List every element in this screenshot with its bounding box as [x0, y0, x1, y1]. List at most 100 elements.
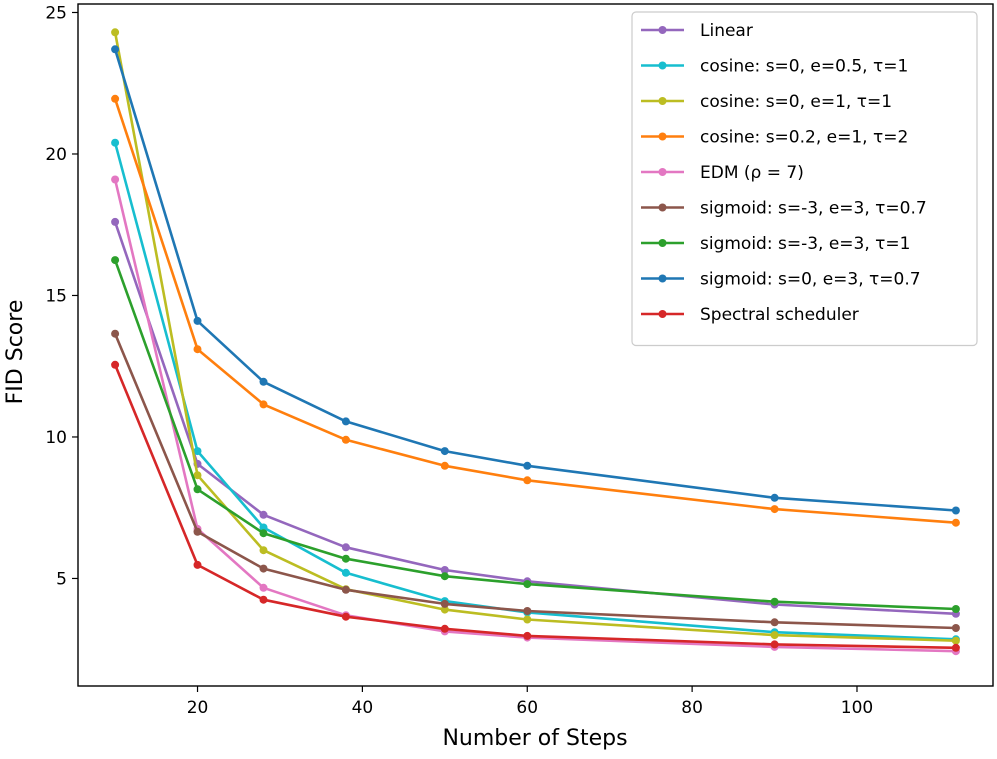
x-tick-label: 40 — [352, 698, 374, 718]
data-point — [341, 554, 350, 563]
series-lines — [111, 28, 960, 656]
legend-entry: sigmoid: s=-3, e=3, τ=1 — [641, 234, 910, 254]
series-5 — [111, 329, 960, 632]
legend-box — [631, 11, 978, 347]
series-line — [113, 364, 956, 650]
data-point — [193, 345, 202, 354]
plot-frame — [77, 3, 994, 687]
data-point — [440, 566, 449, 574]
data-point — [951, 518, 960, 527]
data-point — [440, 447, 449, 456]
legend-marker — [658, 168, 667, 176]
y-tick-label: 25 — [45, 3, 67, 23]
series-7 — [111, 45, 960, 515]
data-point — [440, 572, 449, 581]
data-point — [111, 256, 120, 265]
data-point — [440, 624, 449, 633]
data-point — [193, 485, 202, 494]
data-point — [341, 612, 350, 621]
legend: Linear cosine: s=0, e=0.5, τ=1 cosine: s=0… — [631, 11, 978, 347]
data-point — [111, 45, 120, 54]
data-point — [523, 631, 532, 640]
x-tick-label: 100 — [841, 698, 873, 718]
data-point — [111, 329, 120, 338]
data-point — [111, 175, 120, 184]
legend-label: cosine: s=0, e=1, τ=1 — [700, 92, 892, 112]
data-point — [193, 471, 202, 480]
legend-entry: sigmoid: s=-3, e=3, τ=0.7 — [641, 199, 927, 219]
data-point — [259, 583, 268, 592]
series-line — [113, 48, 956, 512]
legend-label: sigmoid: s=-3, e=3, τ=0.7 — [700, 199, 927, 219]
legend-label: cosine: s=0.2, e=1, τ=2 — [700, 128, 908, 148]
legend-label: Spectral scheduler — [700, 305, 859, 325]
series-3 — [111, 94, 960, 527]
data-point — [259, 377, 268, 386]
data-point — [770, 505, 779, 514]
data-point — [770, 618, 779, 627]
legend-entry: EDM (ρ = 7) — [641, 163, 804, 183]
data-point — [440, 605, 449, 614]
legend-marker — [658, 274, 667, 283]
legend-entry: cosine: s=0, e=0.5, τ=1 — [641, 57, 908, 77]
x-axis-label: Number of Steps — [442, 726, 627, 751]
series-line — [113, 142, 956, 641]
data-point — [523, 476, 532, 485]
legend-marker — [658, 203, 667, 212]
legend-entry: Spectral scheduler — [641, 305, 859, 325]
legend-entry: cosine: s=0.2, e=1, τ=2 — [641, 128, 908, 148]
y-tick-label: 20 — [45, 145, 67, 165]
data-point — [193, 447, 202, 456]
data-point — [523, 607, 532, 615]
data-point — [440, 599, 449, 608]
x-tick-label: 20 — [187, 698, 209, 718]
x-tick-label: 60 — [516, 698, 538, 718]
data-point — [341, 543, 350, 552]
data-point — [951, 605, 960, 613]
data-point — [951, 506, 960, 515]
series-line — [113, 98, 956, 524]
legend-label: cosine: s=0, e=0.5, τ=1 — [700, 57, 908, 77]
data-point — [770, 640, 779, 649]
data-point — [341, 417, 350, 426]
legend-label: sigmoid: s=0, e=3, τ=0.7 — [700, 270, 921, 290]
legend-entry: sigmoid: s=0, e=3, τ=0.7 — [641, 270, 921, 290]
data-point — [259, 510, 268, 519]
legend-label: Linear — [700, 21, 753, 41]
series-8 — [111, 360, 960, 652]
y-axis-label: FID Score — [3, 300, 28, 405]
data-point — [440, 461, 449, 470]
data-point — [259, 564, 268, 573]
series-line — [113, 32, 956, 642]
legend-marker — [658, 61, 667, 70]
data-point — [951, 624, 960, 632]
x-tick-label: 80 — [681, 698, 703, 718]
legend-entry: cosine: s=0, e=1, τ=1 — [641, 92, 892, 112]
y-tick-label: 5 — [56, 569, 67, 589]
legend-marker — [658, 132, 667, 141]
data-point — [111, 217, 120, 226]
series-line — [113, 221, 956, 616]
legend-entry: Linear — [641, 21, 753, 41]
axes: 20 40 60 80 100 5 10 15 20 25 — [45, 3, 994, 718]
data-point — [523, 615, 532, 624]
data-point — [341, 568, 350, 577]
data-point — [770, 493, 779, 502]
series-6 — [111, 256, 960, 613]
series-line — [113, 259, 956, 611]
legend-label: sigmoid: s=-3, e=3, τ=1 — [700, 234, 910, 254]
data-point — [111, 138, 120, 147]
data-point — [770, 597, 779, 606]
data-point — [111, 28, 120, 37]
data-point — [951, 636, 960, 645]
legend-marker — [658, 310, 667, 318]
series-line — [113, 333, 956, 630]
data-point — [341, 585, 350, 594]
data-point — [111, 360, 120, 369]
legend-marker — [658, 26, 667, 34]
legend-marker — [658, 97, 667, 105]
data-point — [259, 595, 268, 604]
data-point — [523, 580, 532, 589]
